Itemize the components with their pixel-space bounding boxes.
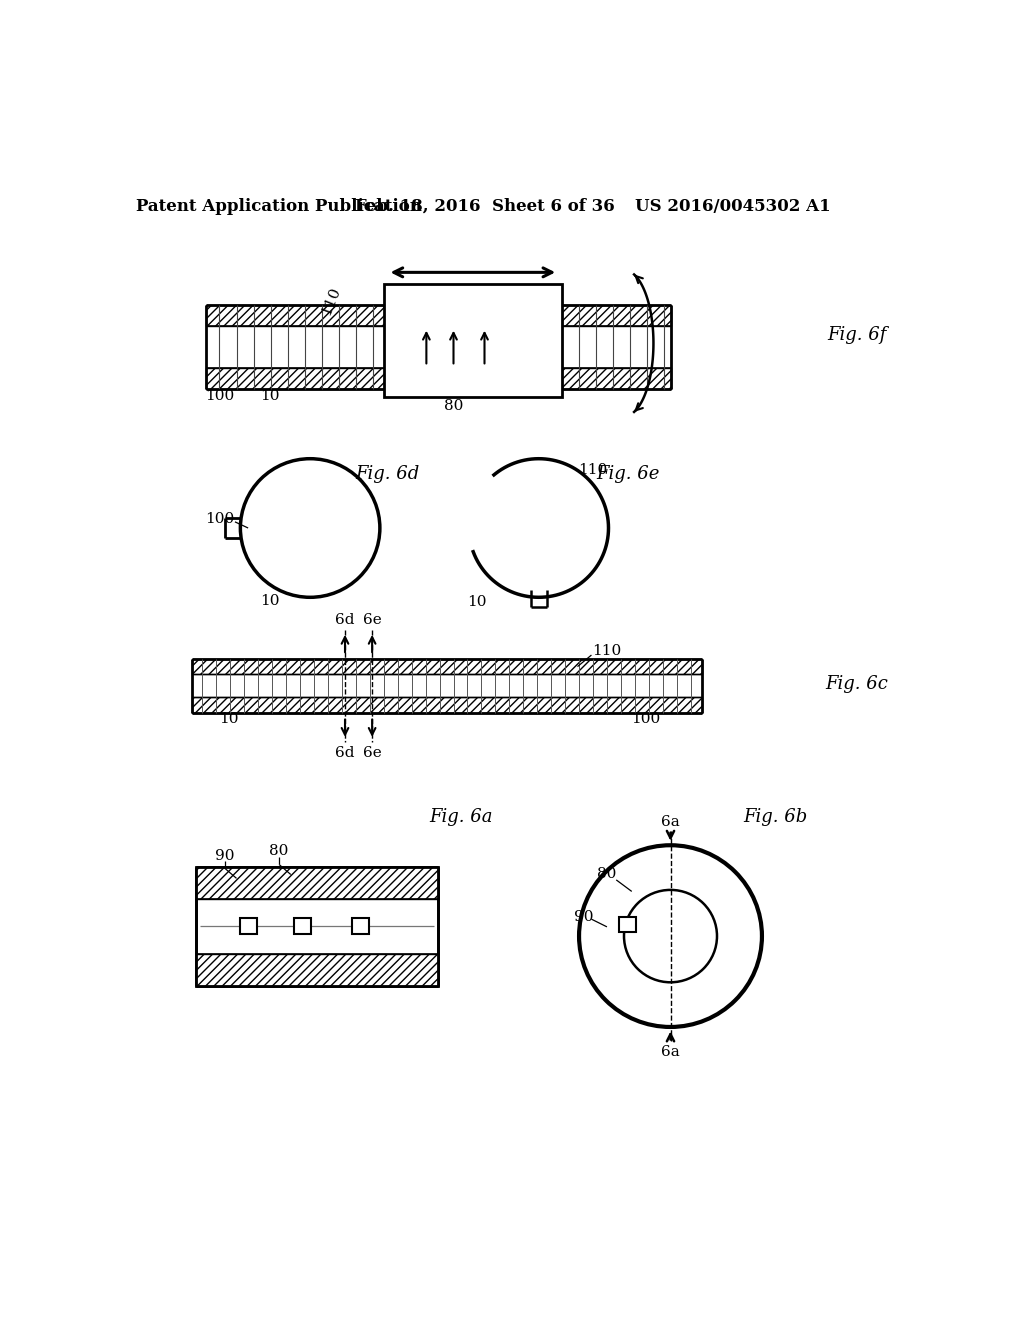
Bar <box>191 697 701 713</box>
Text: Patent Application Publication: Patent Application Publication <box>136 198 422 215</box>
Text: Fig. 6b: Fig. 6b <box>743 808 807 826</box>
Bar <box>384 284 562 397</box>
Text: 10: 10 <box>260 388 280 403</box>
Text: Fig. 6e: Fig. 6e <box>596 465 659 483</box>
Text: 80: 80 <box>443 400 463 413</box>
Text: Fig. 6f: Fig. 6f <box>826 326 886 345</box>
Bar <box>294 919 311 933</box>
Text: 6a: 6a <box>662 1044 680 1059</box>
Text: 10: 10 <box>219 711 239 726</box>
Bar <box>206 368 671 389</box>
Text: 100: 100 <box>205 388 234 403</box>
Text: 80: 80 <box>597 867 616 882</box>
Text: Feb. 18, 2016  Sheet 6 of 36: Feb. 18, 2016 Sheet 6 of 36 <box>354 198 614 215</box>
Bar <box>197 867 438 986</box>
Bar <box>206 305 671 326</box>
Text: 100: 100 <box>631 711 660 726</box>
Text: 6e: 6e <box>362 746 382 760</box>
Bar <box>352 919 369 933</box>
Bar <box>618 917 636 932</box>
Text: Fig. 6c: Fig. 6c <box>825 676 888 693</box>
Text: 90: 90 <box>215 849 234 863</box>
Text: 110: 110 <box>319 285 343 317</box>
Bar <box>240 919 257 933</box>
Text: Fig. 6a: Fig. 6a <box>429 808 493 826</box>
Text: US 2016/0045302 A1: US 2016/0045302 A1 <box>635 198 830 215</box>
Text: Fig. 6d: Fig. 6d <box>355 465 420 483</box>
Text: 110: 110 <box>579 463 607 478</box>
Text: 6d: 6d <box>335 746 354 760</box>
Bar <box>197 954 438 986</box>
Text: 80: 80 <box>269 845 289 858</box>
Bar <box>191 659 701 675</box>
Text: 100: 100 <box>205 512 234 525</box>
Text: 6d: 6d <box>335 614 354 627</box>
Text: 90: 90 <box>573 909 594 924</box>
Text: 6e: 6e <box>362 614 382 627</box>
Text: 10: 10 <box>260 594 280 609</box>
Text: 10: 10 <box>467 595 486 609</box>
Bar <box>197 867 438 899</box>
Text: 6a: 6a <box>662 816 680 829</box>
Text: 110: 110 <box>592 644 622 659</box>
